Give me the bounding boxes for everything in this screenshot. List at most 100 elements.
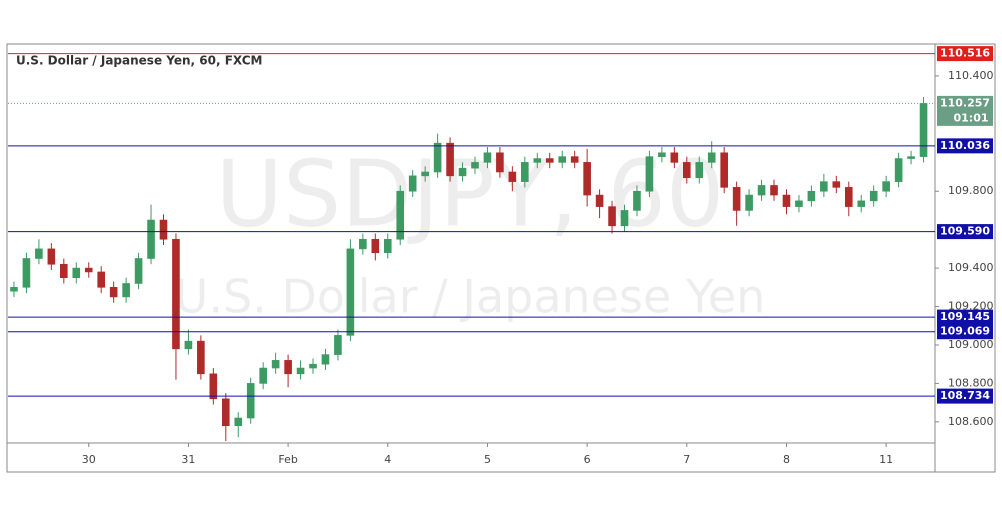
candle-body — [795, 200, 803, 207]
level-label-box — [937, 46, 993, 62]
chart-title: U.S. Dollar / Japanese Yen, 60, FXCM — [16, 54, 262, 68]
candle-body — [782, 194, 791, 207]
candle-body — [396, 190, 405, 240]
candle-body — [221, 398, 230, 427]
x-tick-label: 8 — [783, 453, 790, 466]
candle-body — [496, 152, 504, 173]
level-label: 109.069 — [940, 325, 990, 338]
candle-body — [807, 190, 816, 202]
x-tick-label: 7 — [683, 453, 690, 466]
candle-body — [832, 181, 841, 188]
candle-body — [695, 162, 704, 179]
y-tick-label: 108.600 — [948, 415, 994, 428]
candle-body — [458, 167, 467, 177]
candle-body — [433, 142, 442, 173]
candle-body — [383, 238, 392, 254]
candle-body — [246, 383, 255, 419]
level-label-box — [937, 324, 993, 340]
candle-body — [346, 248, 355, 336]
level-label: 109.590 — [940, 225, 990, 238]
candle-body — [334, 335, 342, 355]
candle-body — [22, 258, 31, 288]
last-price-label: 110.257 — [940, 96, 990, 109]
candle-body — [72, 267, 81, 279]
countdown: 01:01 — [953, 111, 988, 124]
y-tick-label: 109.800 — [948, 184, 994, 197]
frame — [6, 43, 996, 473]
y-tick-label: 109.400 — [948, 261, 994, 274]
candle-body — [408, 175, 417, 192]
candle-body — [670, 152, 679, 163]
candle-body — [122, 283, 130, 298]
candle-body — [857, 200, 866, 207]
x-tick-label: 11 — [879, 453, 893, 466]
x-tick-label: Feb — [278, 453, 297, 466]
candle-body — [558, 156, 567, 163]
x-tick-label: 31 — [181, 453, 195, 466]
candle-body — [446, 142, 454, 177]
candle-body — [645, 156, 654, 192]
candle-body — [658, 152, 666, 157]
level-label: 110.036 — [940, 139, 990, 152]
candle-body — [533, 158, 542, 163]
candle-body — [209, 373, 218, 400]
candle-body — [309, 363, 317, 369]
candle-body — [296, 367, 305, 375]
candle-body — [234, 417, 243, 427]
candle-body — [159, 219, 168, 240]
candle-body — [47, 248, 56, 265]
candle-body — [97, 271, 105, 288]
candle-body — [683, 162, 691, 179]
candle-body — [421, 171, 429, 177]
candle-body — [284, 360, 292, 375]
candle-body — [745, 194, 753, 211]
candle-body — [147, 219, 155, 259]
candle-body — [545, 158, 554, 163]
candle-body — [371, 238, 380, 254]
level-label: 109.145 — [940, 310, 990, 323]
candle-body — [732, 187, 741, 211]
candle-body — [633, 190, 641, 211]
y-tick-label: 109.200 — [948, 300, 994, 313]
candle-body — [757, 185, 766, 196]
candle-body — [35, 248, 43, 259]
x-tick-label: 5 — [484, 453, 491, 466]
candle-body — [882, 181, 890, 192]
candle-body — [359, 238, 367, 250]
watermark-subtitle: U.S. Dollar / Japanese Yen — [175, 270, 766, 324]
level-label: 108.734 — [940, 389, 990, 402]
candle-body — [60, 263, 68, 279]
candle-body — [84, 267, 93, 273]
candle-body — [907, 156, 915, 159]
candle-body — [720, 152, 728, 188]
candle-body — [134, 258, 143, 284]
candle-body — [869, 190, 878, 202]
candle-body — [259, 367, 267, 384]
last-price-box — [937, 95, 993, 126]
candle-body — [820, 181, 828, 192]
candle-body — [608, 206, 616, 227]
level-label-box — [937, 224, 993, 240]
candle-body — [109, 287, 118, 298]
candle-body — [707, 152, 716, 163]
candle-body — [483, 152, 492, 163]
x-tick-label: 30 — [82, 453, 96, 466]
y-tick-label: 109.000 — [948, 338, 994, 351]
candle-body — [321, 354, 330, 365]
level-label-box — [937, 138, 993, 154]
candle-body — [595, 194, 604, 207]
candle-body — [508, 171, 517, 182]
candle-body — [894, 158, 903, 182]
candle-body — [10, 287, 18, 292]
candle-body — [770, 185, 778, 196]
candle-body — [620, 210, 629, 227]
level-label-box — [937, 388, 993, 404]
candle-body — [271, 360, 280, 369]
level-label-box — [937, 309, 993, 325]
level-label: 110.516 — [940, 47, 990, 60]
y-tick-label: 108.800 — [948, 376, 994, 389]
candle-body — [184, 340, 193, 350]
candle-body — [197, 340, 205, 375]
candle-body — [570, 156, 579, 163]
